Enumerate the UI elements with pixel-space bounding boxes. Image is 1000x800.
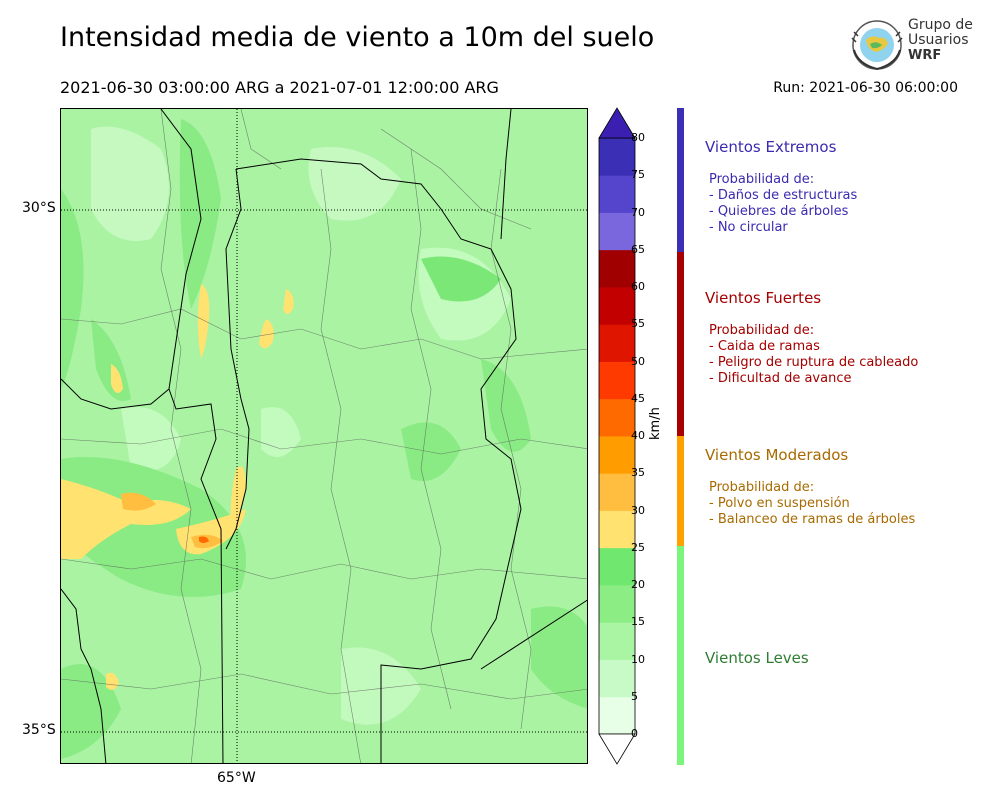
colorbar-tick-label: 70 — [631, 205, 645, 219]
colorbar-block — [599, 659, 635, 698]
wind-map — [60, 108, 588, 764]
legend-fuertes-desc: Probabilidad de: - Caida de ramas - Peli… — [709, 323, 918, 387]
logo-line3: WRF — [908, 48, 942, 63]
legend-moderados-item: - Balanceo de ramas de árboles — [709, 512, 916, 527]
page-title: Intensidad media de viento a 10m del sue… — [60, 22, 655, 53]
colorbar-tick-label: 25 — [631, 540, 645, 554]
legend-leves-name: Vientos Leves — [705, 649, 809, 667]
legend-moderados-name: Vientos Moderados — [705, 446, 849, 464]
colorbar-block — [599, 287, 635, 325]
colorbar-tick-label: 60 — [631, 280, 645, 293]
colorbar-tick-label: 30 — [631, 503, 645, 517]
legend-bar-segment — [677, 546, 684, 765]
colorbar-tick-label: 80 — [631, 131, 645, 144]
logo-line1: Grupo de — [908, 17, 973, 33]
legend-extremos-item: - No circular — [709, 220, 788, 235]
colorbar-block — [599, 249, 635, 288]
legend-extremos-prob: Probabilidad de: — [709, 172, 815, 187]
colorbar — [598, 107, 636, 765]
colorbar-tick-label: 10 — [631, 652, 645, 666]
colorbar-block — [599, 696, 635, 735]
legend-fuertes-name: Vientos Fuertes — [705, 289, 822, 307]
colorbar-under-arrow — [598, 733, 636, 765]
legend-extremos-item: - Quiebres de árboles — [709, 204, 849, 219]
legend-fuertes-item: - Dificultad de avance — [709, 371, 852, 386]
lat-label-35s: 35°S — [22, 722, 56, 738]
colorbar-block — [599, 175, 635, 213]
colorbar-tick-label: 50 — [631, 354, 645, 368]
colorbar-tick-label: 35 — [631, 466, 645, 480]
category-legend-bar — [677, 108, 684, 765]
legend-extremos: Vientos Extremos Probabilidad de: - Daño… — [705, 138, 857, 236]
colorbar-tick-label: 15 — [631, 615, 645, 629]
lat-label-30s: 30°S — [22, 200, 56, 216]
colorbar-block — [599, 622, 635, 660]
colorbar-block — [599, 547, 635, 586]
wind-map-canvas — [61, 109, 587, 763]
colorbar-block — [599, 212, 635, 251]
legend-fuertes-item: - Peligro de ruptura de cableado — [709, 355, 919, 370]
run-time: Run: 2021-06-30 06:00:00 — [773, 80, 958, 96]
colorbar-over-arrow — [598, 107, 636, 139]
colorbar-tick-label: 45 — [631, 391, 645, 405]
legend-leves: Vientos Leves — [705, 649, 809, 667]
legend-moderados: Vientos Moderados Probabilidad de: - Pol… — [705, 446, 915, 528]
legend-moderados-desc: Probabilidad de: - Polvo en suspensión -… — [709, 480, 915, 528]
colorbar-block — [599, 585, 635, 623]
lon-label-65w: 65°W — [217, 770, 256, 786]
legend-fuertes-item: - Caida de ramas — [709, 339, 820, 354]
colorbar-tick-label: 65 — [631, 242, 645, 256]
forecast-period: 2021-06-30 03:00:00 ARG a 2021-07-01 12:… — [60, 78, 499, 97]
colorbar-block — [599, 473, 635, 511]
colorbar-tick-label: 40 — [631, 429, 645, 442]
colorbar-block — [599, 436, 635, 474]
colorbar-block — [599, 510, 635, 549]
colorbar-block — [599, 398, 635, 437]
colorbar-tick-label: 5 — [631, 689, 638, 703]
legend-bar-segment — [677, 436, 684, 546]
colorbar-block — [599, 361, 635, 400]
colorbar-tick-label: 0 — [631, 727, 638, 740]
legend-bar-segment — [677, 252, 684, 436]
legend-moderados-prob: Probabilidad de: — [709, 480, 815, 495]
legend-fuertes: Vientos Fuertes Probabilidad de: - Caida… — [705, 289, 918, 387]
legend-extremos-desc: Probabilidad de: - Daños de estructuras … — [709, 172, 857, 236]
legend-moderados-item: - Polvo en suspensión — [709, 496, 850, 511]
colorbar-unit-label: km/h — [648, 407, 663, 440]
colorbar-block — [599, 324, 635, 362]
legend-extremos-item: - Daños de estructuras — [709, 188, 858, 203]
colorbar-tick-label: 20 — [631, 578, 645, 591]
colorbar-tick-label: 55 — [631, 317, 645, 331]
legend-extremos-name: Vientos Extremos — [705, 138, 837, 156]
logo-line2: Usuarios — [908, 32, 969, 48]
logo-text: Grupo de Usuarios WRF — [908, 17, 973, 64]
colorbar-tick-label: 75 — [631, 168, 645, 182]
legend-bar-segment — [677, 108, 684, 252]
grupo-usuarios-wrf-logo: Grupo de Usuarios WRF — [848, 16, 973, 74]
colorbar-block — [599, 138, 635, 176]
legend-fuertes-prob: Probabilidad de: — [709, 323, 815, 338]
globe-logo-icon — [851, 20, 903, 71]
